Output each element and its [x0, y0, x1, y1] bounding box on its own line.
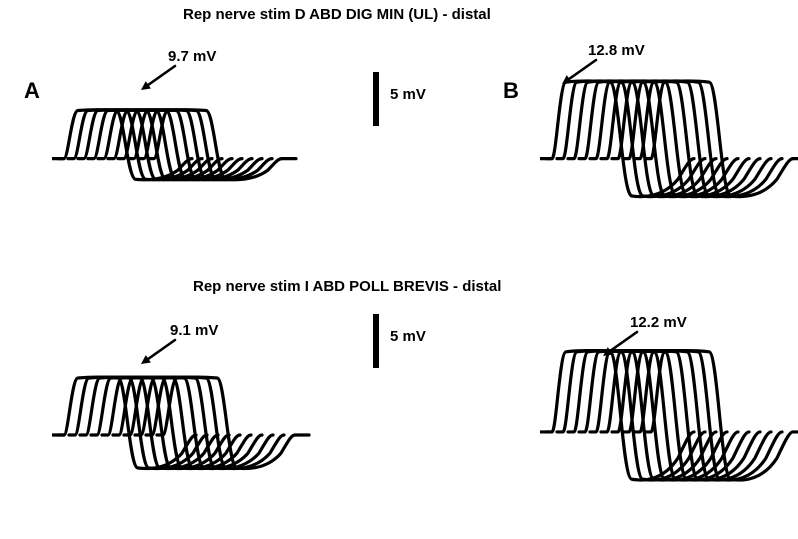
scale-bar-bottom — [373, 314, 379, 368]
scale-label-top: 5 mV — [390, 86, 426, 103]
value-label-d: 12.2 mV — [630, 314, 687, 331]
scale-label-bottom: 5 mV — [390, 328, 426, 345]
waveform-c — [52, 348, 312, 498]
waveform-b — [540, 60, 798, 230]
waveform-a — [52, 78, 312, 208]
value-label-a: 9.7 mV — [168, 48, 216, 65]
value-label-b: 12.8 mV — [588, 42, 645, 59]
figure-title-top: Rep nerve stim D ABD DIG MIN (UL) - dist… — [183, 6, 491, 23]
panel-label-a: A — [24, 78, 40, 104]
figure-title-bottom: Rep nerve stim I ABD POLL BREVIS - dista… — [193, 278, 501, 295]
panel-label-b: B — [503, 78, 519, 104]
value-label-c: 9.1 mV — [170, 322, 218, 339]
scale-bar-top — [373, 72, 379, 126]
waveform-d — [540, 330, 798, 512]
